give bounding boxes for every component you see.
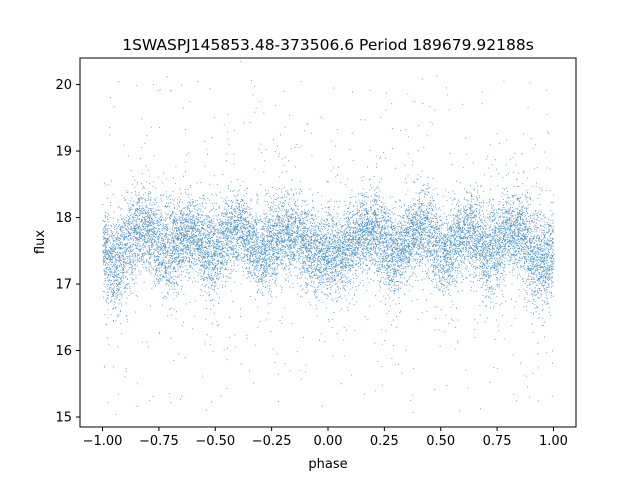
x-tick-label: 0.50 [426, 434, 455, 449]
x-tick-label: −1.00 [83, 434, 123, 449]
x-axis-ticks: −1.00 −0.75 −0.50 −0.25 0.00 0.25 0.50 0.75 1.00 [83, 427, 568, 449]
y-tick-label: 15 [55, 411, 72, 426]
chart-title: 1SWASPJ145853.48-373506.6 Period 189679.… [122, 36, 534, 54]
x-tick-label: −0.25 [252, 434, 292, 449]
x-tick-label: 0.25 [370, 434, 399, 449]
y-tick-label: 18 [55, 211, 72, 226]
y-axis-label: flux [33, 230, 48, 254]
y-tick-label: 20 [55, 78, 72, 93]
data-points [102, 61, 555, 428]
y-tick-label: 16 [55, 344, 72, 359]
y-tick-label: 19 [55, 145, 72, 160]
scatter-points [102, 61, 555, 428]
y-tick-label: 17 [55, 278, 72, 293]
x-tick-label: 0.00 [314, 434, 343, 449]
x-axis-label: phase [308, 457, 347, 472]
x-tick-label: 0.75 [483, 434, 512, 449]
x-tick-label: −0.50 [195, 434, 235, 449]
x-tick-label: −0.75 [139, 434, 179, 449]
x-tick-label: 1.00 [539, 434, 568, 449]
y-axis-ticks: 15 16 17 18 19 20 [55, 78, 80, 426]
